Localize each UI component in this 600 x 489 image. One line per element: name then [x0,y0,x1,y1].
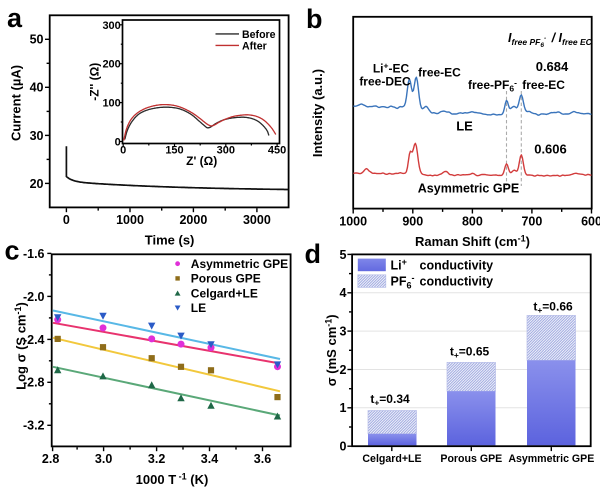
svg-text:Time (s): Time (s) [145,232,195,247]
svg-text:d: d [305,239,322,269]
svg-text:30: 30 [30,129,44,143]
svg-text:200: 200 [102,59,120,71]
svg-text:Before: Before [242,29,276,41]
svg-text:900: 900 [402,215,423,229]
svg-text:0: 0 [63,213,70,227]
svg-text:2.8: 2.8 [42,452,59,466]
svg-text:-Z'' (Ω): -Z'' (Ω) [88,63,102,101]
svg-text:700: 700 [521,215,542,229]
svg-text:-2.8: -2.8 [23,376,45,390]
svg-text:3000: 3000 [243,213,271,227]
svg-text:Log σ (S cm-1): Log σ (S cm-1) [13,302,29,390]
svg-text:0: 0 [340,440,347,454]
svg-text:Ifree PF6- / Ifree EC: Ifree PF6- / Ifree EC [508,31,593,49]
svg-text:PF6-: PF6- [391,273,415,291]
svg-text:Celgard+LE: Celgard+LE [191,286,258,300]
svg-text:conductivity: conductivity [420,275,494,289]
svg-text:3.6: 3.6 [254,452,271,466]
svg-text:3.2: 3.2 [148,452,165,466]
svg-text:5: 5 [340,248,347,262]
svg-text:0.684: 0.684 [536,59,569,74]
svg-text:a: a [7,3,23,33]
svg-text:2: 2 [340,363,347,377]
svg-text:Current (µA): Current (µA) [9,65,24,141]
svg-text:2000: 2000 [179,213,207,227]
svg-text:600: 600 [581,215,600,229]
svg-text:1000 T -1 (K): 1000 T -1 (K) [136,472,209,488]
svg-text:150: 150 [165,145,183,157]
svg-text:Celgard+LE: Celgard+LE [362,453,421,465]
svg-text:0: 0 [120,145,126,157]
svg-text:100: 100 [102,98,120,110]
svg-text:LE: LE [456,119,473,134]
svg-text:50: 50 [30,33,44,47]
svg-text:Asymmetric GPE: Asymmetric GPE [418,182,519,196]
svg-text:t+=0.66: t+=0.66 [533,300,573,316]
svg-text:c: c [5,236,20,266]
svg-text:free-DEC: free-DEC [359,75,411,89]
svg-text:300: 300 [217,145,235,157]
svg-text:Asymmetric GPE: Asymmetric GPE [191,257,288,271]
svg-text:Porous GPE: Porous GPE [440,453,502,465]
svg-text:Li+: Li+ [391,257,407,273]
svg-text:free-PF6- free-EC: free-PF6- free-EC [468,78,565,94]
svg-text:LE: LE [191,301,206,315]
svg-text:3.4: 3.4 [201,452,218,466]
svg-text:t+=0.34: t+=0.34 [370,392,410,408]
svg-text:Intensity (a.u.): Intensity (a.u.) [310,69,325,157]
svg-text:3: 3 [340,325,347,339]
svg-text:Raman Shift (cm-1): Raman Shift (cm-1) [415,234,530,250]
svg-text:-2.4: -2.4 [23,333,45,347]
svg-text:-2.0: -2.0 [23,290,45,304]
svg-text:-3.2: -3.2 [23,419,45,433]
svg-text:3.0: 3.0 [95,452,112,466]
svg-text:After: After [242,40,267,52]
svg-text:conductivity: conductivity [420,259,494,273]
svg-text:40: 40 [30,81,44,95]
svg-text:σ (mS cm-1): σ (mS cm-1) [324,314,340,386]
svg-text:Porous GPE: Porous GPE [191,272,261,286]
svg-text:1000: 1000 [339,215,367,229]
svg-text:1: 1 [340,401,347,415]
svg-text:Z' (Ω): Z' (Ω) [186,154,217,168]
svg-text:1000: 1000 [116,213,144,227]
svg-text:20: 20 [30,177,44,191]
svg-text:free-EC: free-EC [418,66,461,80]
svg-text:300: 300 [102,20,120,32]
svg-text:450: 450 [268,145,286,157]
svg-text:800: 800 [462,215,483,229]
svg-text:Li+-EC: Li+-EC [373,61,410,76]
svg-text:Asymmetric GPE: Asymmetric GPE [508,453,594,465]
svg-text:0: 0 [115,137,121,149]
svg-text:0.606: 0.606 [534,142,567,157]
svg-text:4: 4 [340,286,347,300]
svg-text:b: b [306,4,323,34]
svg-text:t+=0.65: t+=0.65 [450,345,490,361]
svg-text:-1.6: -1.6 [23,247,45,261]
